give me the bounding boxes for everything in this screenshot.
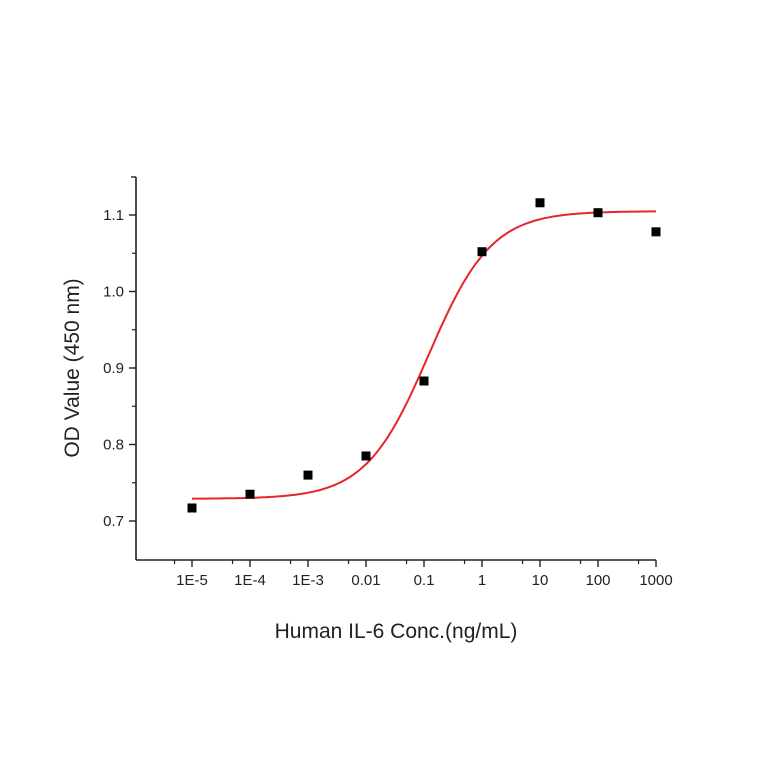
data-point-marker [303,470,313,480]
data-point-marker [245,489,255,499]
data-point-marker [477,247,487,257]
x-tick-label: 0.1 [414,572,435,589]
y-axis-title: OD Value (450 nm) [61,278,84,457]
y-tick-label: 1.1 [103,207,124,224]
data-point-marker [593,208,603,218]
fit-curve [191,210,656,500]
y-tick-label: 0.7 [103,513,124,530]
data-point-marker [419,376,429,386]
x-tick-label: 0.01 [351,572,380,589]
x-tick-label: 1000 [639,572,672,589]
x-axis-ticks: 1E-5 1E-4 1E-3 0.01 0.1 1 10 100 1000 [173,560,673,589]
x-tick-label: 1E-3 [292,572,324,589]
data-point-marker [187,503,197,513]
x-tick-label: 1 [478,572,486,589]
y-tick-label: 0.9 [103,360,124,377]
y-tick-label: 1.0 [103,284,124,301]
x-tick-label: 1E-5 [176,572,208,589]
y-tick-label: 0.8 [103,437,124,454]
data-point-marker [361,451,371,461]
x-tick-label: 10 [532,572,549,589]
x-axis-title: Human IL-6 Conc.(ng/mL) [275,620,518,643]
data-points [187,198,661,513]
data-point-marker [651,227,661,237]
axes: 1E-5 1E-4 1E-3 0.01 0.1 1 10 100 1000 0.7 0.8 0.9 1… [103,176,673,589]
y-axis-ticks: 0.7 0.8 0.9 1.0 1.1 [103,207,136,530]
x-tick-label: 100 [585,572,610,589]
data-point-marker [535,198,545,208]
x-tick-label: 1E-4 [234,572,266,589]
